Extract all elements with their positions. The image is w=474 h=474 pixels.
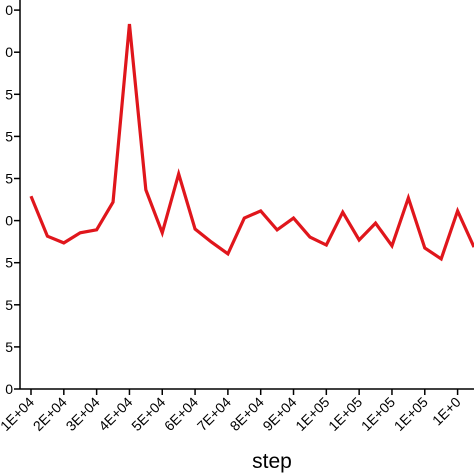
y-tick-label: 5 [5, 255, 13, 271]
x-tick-label: 6E+04 [161, 394, 201, 434]
y-tick-label: 5 [5, 339, 13, 355]
x-tick-label: 7E+04 [194, 394, 234, 434]
x-tick-label: 4E+04 [95, 394, 135, 434]
x-tick-label: 1E+05 [391, 394, 431, 434]
y-tick-label: 5 [5, 297, 13, 313]
x-tick-label: 2E+04 [30, 394, 70, 434]
x-tick-label: 1E+0 [429, 394, 464, 429]
x-tick-label: 1E+05 [325, 394, 365, 434]
y-tick-label: 0 [5, 381, 13, 397]
x-tick-label: 8E+04 [227, 394, 267, 434]
x-tick-label: 1E+05 [292, 394, 332, 434]
x-tick-label: 3E+04 [63, 394, 103, 434]
line-series [29, 23, 474, 262]
y-tick-label: 0 [5, 2, 13, 18]
x-tick-label: 1E+05 [358, 394, 398, 434]
x-tick-label: 1E+04 [0, 394, 37, 434]
x-tick-label: 9E+04 [259, 394, 299, 434]
y-tick-label: 5 [5, 128, 13, 144]
y-tick-label: 0 [5, 213, 13, 229]
y-tick-label: 5 [5, 86, 13, 102]
y-tick-label: 5 [5, 171, 13, 187]
y-tick-label: 0 [5, 44, 13, 60]
x-axis-label: step [252, 450, 292, 473]
x-tick-label: 5E+04 [128, 394, 168, 434]
